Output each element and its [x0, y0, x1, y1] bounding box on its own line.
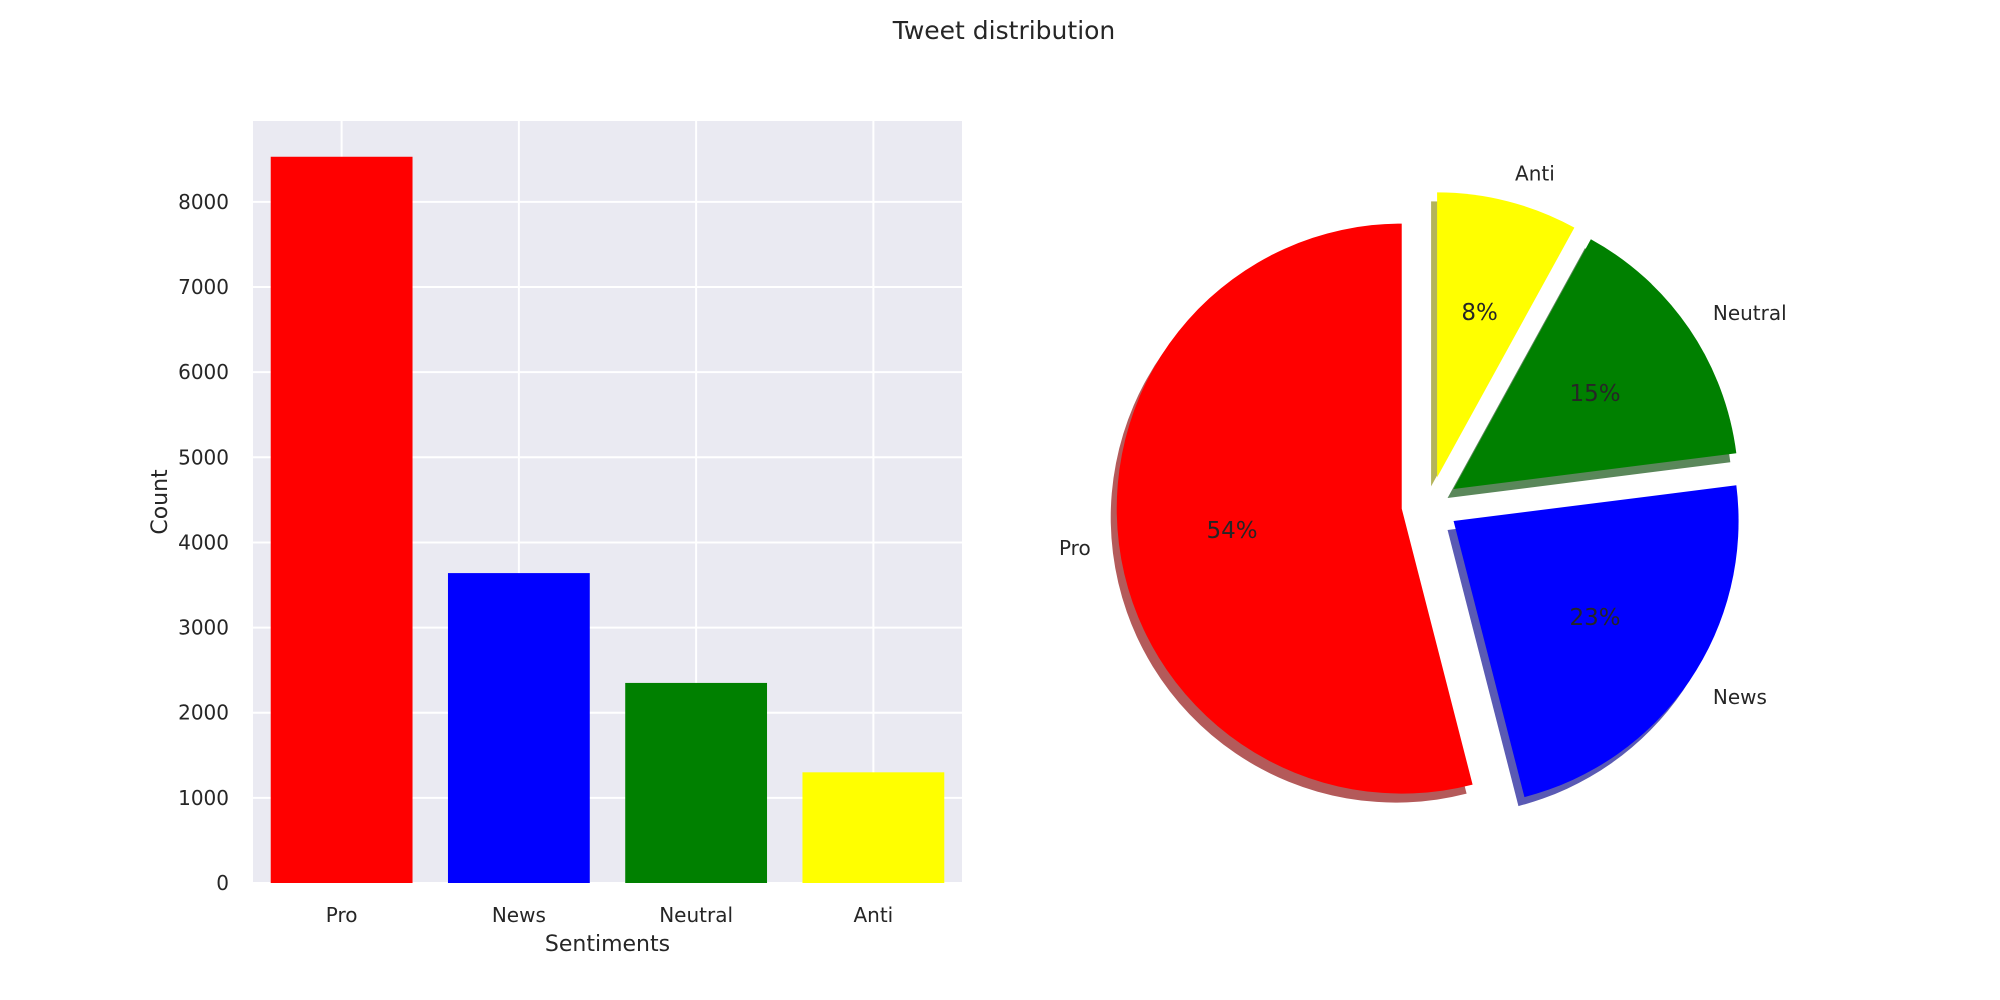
x-tick-labels: Pro News Neutral Anti: [326, 903, 894, 927]
pie-slice-news: [1453, 485, 1739, 798]
y-tick-labels: 0 1000 2000 3000 4000 5000 6000 7000 8000: [178, 190, 229, 895]
pie-percent-labels: 54% 23% 15% 8%: [1207, 300, 1621, 631]
y-tick-label-1: 1000: [178, 786, 229, 810]
pie-slice-pro: [1116, 223, 1473, 794]
y-tick-label-4: 4000: [178, 530, 229, 554]
pie-chart: Pro News Neutral Anti 54% 23% 15% 8%: [1059, 162, 1787, 807]
bar-pro: [270, 156, 413, 883]
figure-title: Tweet distribution: [892, 16, 1116, 45]
x-tick-label-news: News: [492, 903, 546, 927]
bar-news: [447, 573, 590, 883]
pie-percent-news: 23%: [1569, 605, 1620, 631]
y-tick-label-6: 6000: [178, 360, 229, 384]
y-tick-label-3: 3000: [178, 616, 229, 640]
x-tick-label-anti: Anti: [853, 903, 893, 927]
pie-label-pro: Pro: [1059, 536, 1091, 560]
pie-slice-anti: [1437, 192, 1575, 478]
bar-neutral: [625, 682, 768, 883]
pie-percent-pro: 54%: [1207, 518, 1258, 544]
pie-slice-neutral: [1453, 239, 1737, 489]
y-tick-label-7: 7000: [178, 275, 229, 299]
x-tick-label-neutral: Neutral: [659, 903, 733, 927]
y-axis-label: Count: [148, 469, 173, 535]
pie-labels: Pro News Neutral Anti: [1059, 162, 1787, 709]
pie-slices: [1116, 192, 1739, 798]
bar-anti: [802, 772, 945, 883]
pie-percent-neutral: 15%: [1569, 381, 1620, 407]
pie-label-anti: Anti: [1515, 162, 1555, 186]
x-tick-label-pro: Pro: [326, 903, 358, 927]
pie-label-news: News: [1713, 685, 1767, 709]
pie-percent-anti: 8%: [1461, 300, 1498, 326]
y-tick-label-5: 5000: [178, 445, 229, 469]
y-tick-label-2: 2000: [178, 701, 229, 725]
bar-series: [270, 156, 945, 883]
pie-label-neutral: Neutral: [1713, 301, 1787, 325]
y-tick-label-0: 0: [216, 871, 229, 895]
bar-chart: 0 1000 2000 3000 4000 5000 6000 7000 8000 Pro New…: [148, 121, 962, 957]
y-tick-label-8: 8000: [178, 190, 229, 214]
x-axis-label: Sentiments: [545, 932, 670, 957]
